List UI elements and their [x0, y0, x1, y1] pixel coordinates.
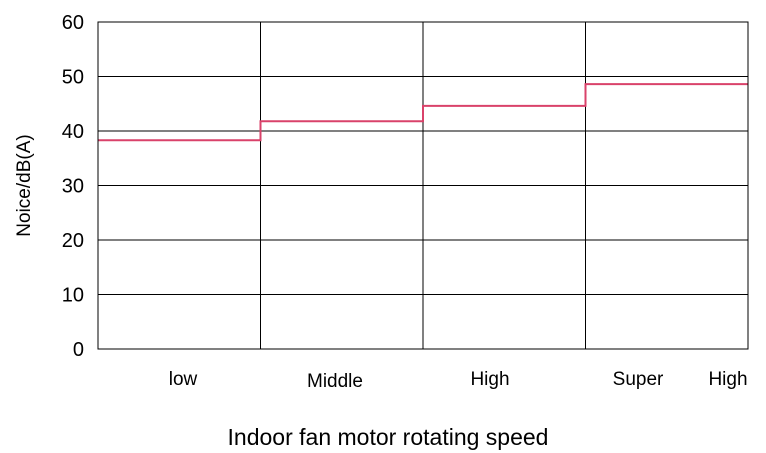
- series-lines: [98, 83, 748, 142]
- x-category-label: Middle: [307, 371, 363, 392]
- x-category-label: High: [470, 369, 509, 390]
- x-category-labels: low Middle High Super High: [169, 369, 748, 392]
- y-tick-labels: 0 10 20 30 40 50 60: [62, 12, 84, 361]
- y-tick-label: 0: [73, 339, 84, 361]
- x-category-label: low: [169, 369, 198, 390]
- y-tick-label: 40: [62, 121, 84, 143]
- y-axis-label: Noice/dB(A): [14, 134, 35, 236]
- x-axis-label: Indoor fan motor rotating speed: [228, 424, 549, 450]
- y-tick-label: 30: [62, 176, 84, 198]
- x-category-label: Super: [613, 369, 664, 390]
- plot-frame: [97, 21, 749, 350]
- y-tick-label: 20: [62, 230, 84, 252]
- grid: [98, 21, 748, 350]
- y-tick-label: 10: [62, 285, 84, 307]
- y-tick-label: 50: [62, 67, 84, 89]
- x-category-label: High: [708, 369, 747, 390]
- y-tick-label: 60: [62, 12, 84, 34]
- noise-step-line: [98, 83, 748, 142]
